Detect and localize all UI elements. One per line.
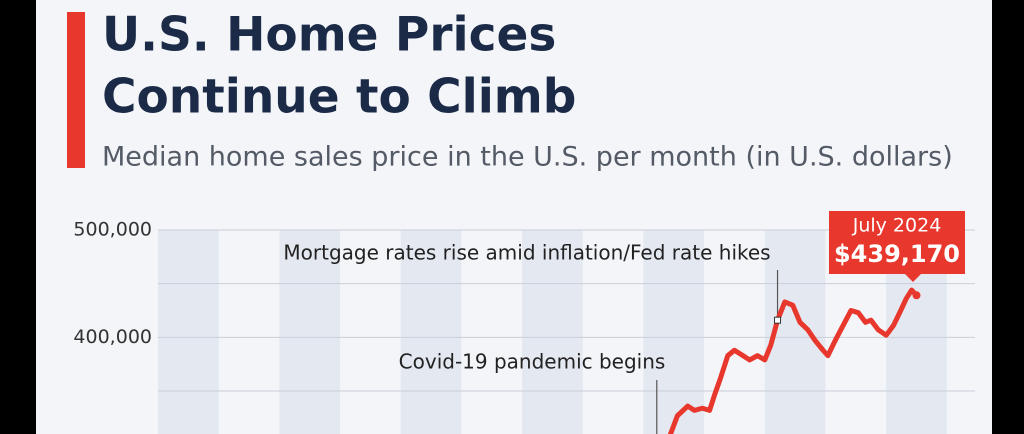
year-band — [400, 230, 462, 434]
callout-box — [829, 211, 965, 282]
y-tick-label: 400,000 — [73, 326, 152, 348]
chart-subtitle: Median home sales price in the U.S. per … — [102, 142, 953, 173]
data-label: $439,170 — [834, 240, 960, 268]
year-bands — [158, 230, 947, 434]
callout-title: July 2024 — [852, 215, 942, 237]
accent-bar — [67, 12, 85, 168]
chart-title: U.S. Home Prices — [102, 8, 556, 63]
year-band — [522, 230, 583, 434]
annotation-text: Mortgage rates rise amid inflation/Fed r… — [283, 241, 770, 265]
year-band — [279, 230, 341, 434]
annotation-text: Covid-19 pandemic begins — [399, 350, 666, 374]
end-point — [912, 291, 921, 300]
plot: 500,000 400,000 Mortgage rates rise amid i… — [73, 211, 975, 434]
annotation-marker — [774, 316, 782, 324]
year-band — [158, 230, 219, 434]
chart-title: Continue to Climb — [102, 70, 576, 125]
line-series — [667, 287, 919, 434]
year-band — [643, 230, 705, 434]
y-tick-label: 500,000 — [73, 219, 152, 241]
